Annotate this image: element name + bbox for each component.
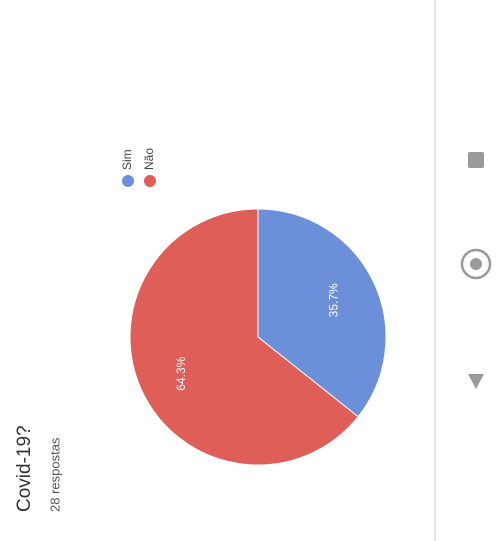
slice-label: 64.3%	[174, 356, 188, 390]
legend-label: Não	[142, 148, 156, 170]
pie-chart: 35.7% 64.3%	[129, 208, 387, 466]
recent-apps-button[interactable]	[468, 152, 484, 168]
home-button[interactable]	[460, 248, 492, 280]
pie-slice	[257, 208, 387, 418]
legend-label: Sim	[120, 149, 134, 170]
slice-label: 35.7%	[326, 283, 340, 317]
chart-title: Covid-19?	[14, 425, 35, 512]
legend: Sim Não	[120, 148, 156, 187]
pie-slice	[129, 208, 359, 466]
legend-marker	[144, 175, 156, 187]
chart-subtitle: 28 respostas	[47, 437, 62, 512]
home-button-dot	[470, 258, 482, 270]
legend-marker	[122, 175, 134, 187]
back-button[interactable]	[468, 374, 484, 389]
